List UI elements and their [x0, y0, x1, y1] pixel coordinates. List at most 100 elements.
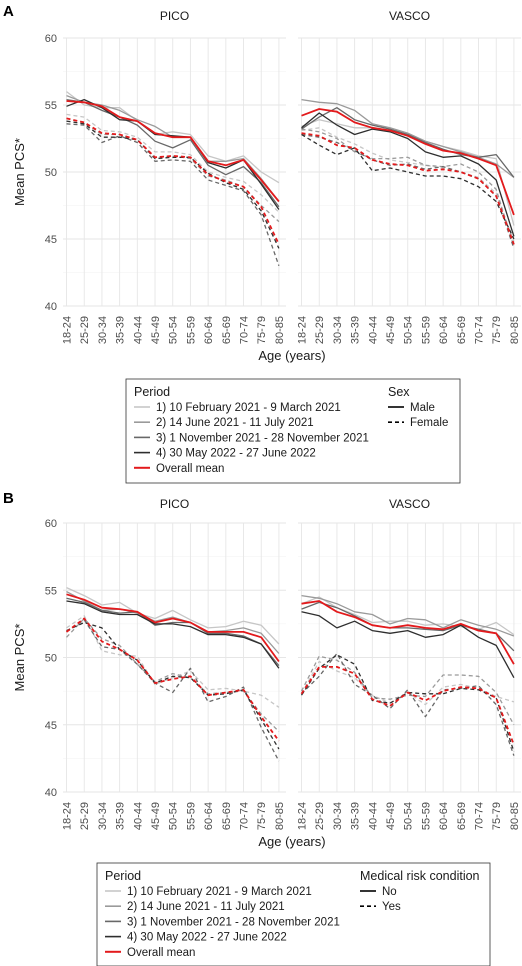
x-tick-label: 60-64 [203, 802, 215, 830]
x-tick-label: 40-44 [132, 316, 144, 344]
legend-box [96, 862, 491, 966]
x-tick-label: 50-54 [403, 802, 415, 830]
x-tick-label: 18-24 [62, 316, 74, 344]
panel-letter: A [3, 3, 14, 20]
series-line-pico-p3-female [66, 123, 280, 267]
legend-label-linetype: Yes [382, 901, 401, 913]
x-tick-label: 35-39 [115, 802, 127, 830]
x-tick-label: 18-24 [297, 802, 309, 830]
x-tick-label: 45-49 [385, 802, 397, 830]
series-line-pico-pmean-female [66, 117, 280, 245]
series-line-pico-pmean-male [66, 100, 280, 203]
x-tick-label: 75-79 [256, 316, 268, 344]
x-tick-label: 70-74 [474, 802, 486, 830]
legend-label-linetype: No [382, 886, 397, 898]
x-tick-label: 75-79 [491, 316, 503, 344]
series-line-vasco-p2-yes [300, 655, 515, 726]
series-line-vasco-p4-female [301, 133, 515, 240]
x-tick-label: 30-34 [332, 316, 344, 344]
x-tick-label: 80-85 [509, 802, 521, 830]
x-tick-label: 65-69 [456, 316, 468, 344]
x-tick-label: 80-85 [509, 316, 521, 344]
legend-label-period: 3) 1 November 2021 - 28 November 2021 [127, 916, 340, 928]
legend-label-period: 1) 10 February 2021 - 9 March 2021 [156, 402, 341, 414]
series-line-vasco-pmean-female [301, 132, 515, 245]
legend-label-linetype: Male [410, 402, 435, 414]
x-tick-label: 80-85 [274, 802, 286, 830]
x-tick-label: 65-69 [221, 802, 233, 830]
series-line-pico-p1-female [66, 113, 280, 213]
series-line-vasco-p3-male [301, 107, 515, 178]
x-tick-label: 65-69 [456, 802, 468, 830]
x-tick-label: 35-39 [350, 316, 362, 344]
x-tick-label: 50-54 [168, 316, 180, 344]
legend-title-period: Period [134, 385, 170, 399]
x-tick-label: 70-74 [239, 316, 251, 344]
legend-title-linetype: Medical risk condition [360, 869, 480, 883]
y-tick-label: 55 [45, 585, 57, 597]
series-line-vasco-p3-female [301, 133, 515, 249]
series-line-vasco-pmean-no [301, 600, 515, 665]
legend-label-period: Overall mean [156, 463, 224, 475]
y-tick-label: 45 [45, 234, 57, 246]
legend-label-period: 3) 1 November 2021 - 28 November 2021 [156, 432, 369, 444]
facet-label: PICO [160, 9, 189, 23]
series-line-pico-p3-male [66, 98, 280, 208]
x-tick-label: 75-79 [256, 802, 268, 830]
legend-label-linetype: Female [410, 417, 448, 429]
x-tick-label: 70-74 [239, 802, 251, 830]
y-tick-label: 60 [45, 33, 57, 45]
series-line-pico-p3-no [66, 597, 280, 667]
x-tick-label: 35-39 [350, 802, 362, 830]
x-tick-label: 50-54 [168, 802, 180, 830]
x-tick-label: 40-44 [367, 316, 379, 344]
x-tick-label: 18-24 [62, 802, 74, 830]
x-tick-label: 25-29 [79, 316, 91, 344]
series-line-vasco-pmean-yes [300, 666, 515, 746]
legend-label-period: 2) 14 June 2021 - 11 July 2021 [156, 417, 314, 429]
series-line-pico-p4-no [66, 600, 280, 669]
x-tick-label: 45-49 [385, 316, 397, 344]
legend-title-linetype: Sex [388, 385, 410, 399]
x-tick-label: 25-29 [79, 802, 91, 830]
x-tick-label: 60-64 [438, 316, 450, 344]
y-tick-label: 40 [45, 787, 57, 799]
legend-label-period: Overall mean [127, 947, 195, 959]
y-axis-title: Mean PCS* [12, 138, 27, 206]
y-tick-label: 55 [45, 100, 57, 112]
series-line-vasco-p4-male [301, 112, 515, 237]
legend-title-period: Period [105, 869, 141, 883]
series-line-pico-p1-no [66, 587, 280, 645]
series-line-pico-p1-yes [66, 615, 280, 708]
x-tick-label: 45-49 [150, 802, 162, 830]
y-tick-label: 50 [45, 653, 57, 665]
x-tick-label: 30-34 [97, 316, 109, 344]
x-tick-label: 35-39 [115, 316, 127, 344]
series-line-pico-p4-female [66, 120, 280, 249]
series-line-vasco-p1-female [301, 127, 515, 242]
x-tick-label: 60-64 [438, 802, 450, 830]
x-tick-label: 25-29 [314, 802, 326, 830]
x-axis-title: Age (years) [258, 348, 325, 363]
series-line-vasco-p2-female [301, 128, 515, 248]
series-line-vasco-pmean-male [301, 108, 515, 216]
facet-label: VASCO [389, 9, 430, 23]
facet-label: PICO [160, 497, 189, 511]
y-tick-label: 60 [45, 518, 57, 530]
legend-label-period: 1) 10 February 2021 - 9 March 2021 [127, 886, 312, 898]
x-tick-label: 70-74 [474, 316, 486, 344]
legend-box [125, 378, 461, 484]
y-tick-label: 50 [45, 167, 57, 179]
x-tick-label: 45-49 [150, 316, 162, 344]
x-tick-label: 55-59 [185, 316, 197, 344]
facet-label: VASCO [389, 497, 430, 511]
series-line-vasco-p4-no [301, 611, 515, 679]
x-tick-label: 75-79 [491, 802, 503, 830]
x-tick-label: 60-64 [203, 316, 215, 344]
series-line-vasco-p4-yes [300, 654, 515, 752]
x-tick-label: 55-59 [420, 316, 432, 344]
y-tick-label: 40 [45, 301, 57, 313]
legend-label-period: 4) 30 May 2022 - 27 June 2022 [127, 932, 287, 944]
x-tick-label: 55-59 [420, 802, 432, 830]
